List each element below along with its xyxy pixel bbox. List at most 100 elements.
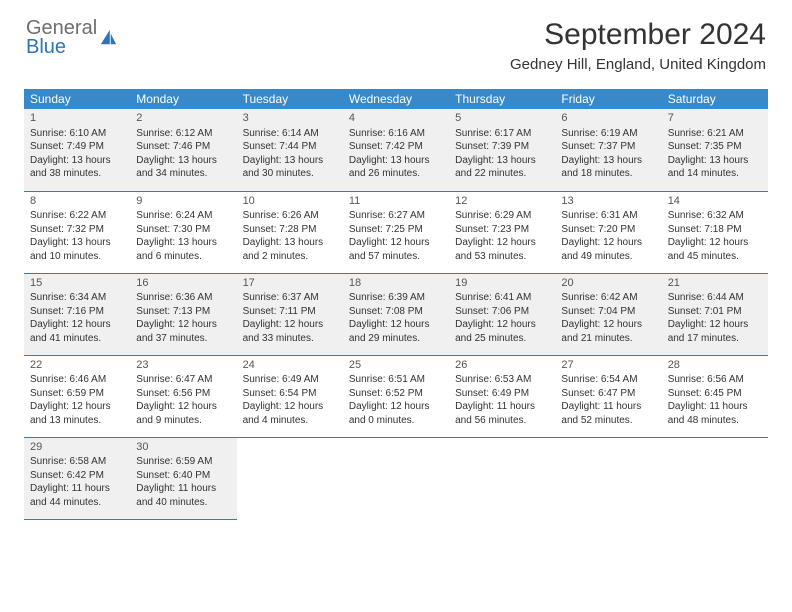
calendar-cell: 7Sunrise: 6:21 AMSunset: 7:35 PMDaylight…: [662, 109, 768, 191]
day-number: 25: [349, 358, 443, 373]
calendar-body: 1Sunrise: 6:10 AMSunset: 7:49 PMDaylight…: [24, 109, 768, 519]
calendar-cell: 16Sunrise: 6:36 AMSunset: 7:13 PMDayligh…: [130, 273, 236, 355]
calendar-cell: 30Sunrise: 6:59 AMSunset: 6:40 PMDayligh…: [130, 437, 236, 519]
daylight-line: Daylight: 13 hours and 2 minutes.: [243, 236, 337, 263]
calendar-cell: [555, 437, 661, 519]
daylight-line: Daylight: 11 hours and 48 minutes.: [668, 400, 762, 427]
day-number: 29: [30, 440, 124, 455]
sunset-line: Sunset: 7:20 PM: [561, 223, 655, 237]
daylight-line: Daylight: 12 hours and 49 minutes.: [561, 236, 655, 263]
day-number: 11: [349, 194, 443, 209]
sunrise-line: Sunrise: 6:22 AM: [30, 209, 124, 223]
weekday-monday: Monday: [130, 89, 236, 109]
calendar-cell: [237, 437, 343, 519]
daylight-line: Daylight: 12 hours and 41 minutes.: [30, 318, 124, 345]
daylight-line: Daylight: 11 hours and 40 minutes.: [136, 482, 230, 509]
sunset-line: Sunset: 7:08 PM: [349, 305, 443, 319]
sunrise-line: Sunrise: 6:46 AM: [30, 373, 124, 387]
day-number: 5: [455, 111, 549, 126]
sunset-line: Sunset: 7:49 PM: [30, 140, 124, 154]
calendar-cell: 15Sunrise: 6:34 AMSunset: 7:16 PMDayligh…: [24, 273, 130, 355]
daylight-line: Daylight: 12 hours and 53 minutes.: [455, 236, 549, 263]
calendar-cell: 8Sunrise: 6:22 AMSunset: 7:32 PMDaylight…: [24, 191, 130, 273]
daylight-line: Daylight: 12 hours and 29 minutes.: [349, 318, 443, 345]
day-number: 18: [349, 276, 443, 291]
weekday-saturday: Saturday: [662, 89, 768, 109]
day-number: 23: [136, 358, 230, 373]
day-number: 28: [668, 358, 762, 373]
logo-text-blue: Blue: [26, 37, 97, 57]
calendar-cell: 25Sunrise: 6:51 AMSunset: 6:52 PMDayligh…: [343, 355, 449, 437]
calendar-cell: 26Sunrise: 6:53 AMSunset: 6:49 PMDayligh…: [449, 355, 555, 437]
calendar-table: Sunday Monday Tuesday Wednesday Thursday…: [24, 89, 768, 520]
day-number: 22: [30, 358, 124, 373]
day-number: 24: [243, 358, 337, 373]
calendar-row: 15Sunrise: 6:34 AMSunset: 7:16 PMDayligh…: [24, 273, 768, 355]
sunset-line: Sunset: 6:52 PM: [349, 387, 443, 401]
calendar-cell: [343, 437, 449, 519]
sunset-line: Sunset: 7:42 PM: [349, 140, 443, 154]
sunrise-line: Sunrise: 6:37 AM: [243, 291, 337, 305]
daylight-line: Daylight: 12 hours and 45 minutes.: [668, 236, 762, 263]
calendar-cell: 24Sunrise: 6:49 AMSunset: 6:54 PMDayligh…: [237, 355, 343, 437]
sunrise-line: Sunrise: 6:56 AM: [668, 373, 762, 387]
sunset-line: Sunset: 7:18 PM: [668, 223, 762, 237]
calendar-cell: 2Sunrise: 6:12 AMSunset: 7:46 PMDaylight…: [130, 109, 236, 191]
sunrise-line: Sunrise: 6:16 AM: [349, 127, 443, 141]
sunset-line: Sunset: 6:40 PM: [136, 469, 230, 483]
day-number: 21: [668, 276, 762, 291]
sunset-line: Sunset: 7:01 PM: [668, 305, 762, 319]
calendar-cell: 18Sunrise: 6:39 AMSunset: 7:08 PMDayligh…: [343, 273, 449, 355]
sunrise-line: Sunrise: 6:19 AM: [561, 127, 655, 141]
day-number: 20: [561, 276, 655, 291]
sunset-line: Sunset: 7:35 PM: [668, 140, 762, 154]
calendar-cell: 27Sunrise: 6:54 AMSunset: 6:47 PMDayligh…: [555, 355, 661, 437]
sunrise-line: Sunrise: 6:53 AM: [455, 373, 549, 387]
sunset-line: Sunset: 7:11 PM: [243, 305, 337, 319]
sunrise-line: Sunrise: 6:12 AM: [136, 127, 230, 141]
calendar-cell: 10Sunrise: 6:26 AMSunset: 7:28 PMDayligh…: [237, 191, 343, 273]
calendar-cell: 5Sunrise: 6:17 AMSunset: 7:39 PMDaylight…: [449, 109, 555, 191]
sunset-line: Sunset: 7:25 PM: [349, 223, 443, 237]
calendar-cell: 20Sunrise: 6:42 AMSunset: 7:04 PMDayligh…: [555, 273, 661, 355]
sunset-line: Sunset: 7:13 PM: [136, 305, 230, 319]
weekday-header-row: Sunday Monday Tuesday Wednesday Thursday…: [24, 89, 768, 109]
daylight-line: Daylight: 12 hours and 0 minutes.: [349, 400, 443, 427]
sunset-line: Sunset: 7:44 PM: [243, 140, 337, 154]
day-number: 15: [30, 276, 124, 291]
sunrise-line: Sunrise: 6:42 AM: [561, 291, 655, 305]
sunset-line: Sunset: 7:06 PM: [455, 305, 549, 319]
sunrise-line: Sunrise: 6:36 AM: [136, 291, 230, 305]
sunrise-line: Sunrise: 6:27 AM: [349, 209, 443, 223]
day-number: 3: [243, 111, 337, 126]
sunrise-line: Sunrise: 6:10 AM: [30, 127, 124, 141]
sunset-line: Sunset: 6:49 PM: [455, 387, 549, 401]
sunrise-line: Sunrise: 6:17 AM: [455, 127, 549, 141]
sunrise-line: Sunrise: 6:59 AM: [136, 455, 230, 469]
sunset-line: Sunset: 7:30 PM: [136, 223, 230, 237]
sunset-line: Sunset: 7:28 PM: [243, 223, 337, 237]
day-number: 14: [668, 194, 762, 209]
daylight-line: Daylight: 13 hours and 6 minutes.: [136, 236, 230, 263]
daylight-line: Daylight: 12 hours and 21 minutes.: [561, 318, 655, 345]
calendar-cell: 22Sunrise: 6:46 AMSunset: 6:59 PMDayligh…: [24, 355, 130, 437]
daylight-line: Daylight: 13 hours and 18 minutes.: [561, 154, 655, 181]
day-number: 6: [561, 111, 655, 126]
location-text: Gedney Hill, England, United Kingdom: [510, 56, 766, 73]
daylight-line: Daylight: 12 hours and 37 minutes.: [136, 318, 230, 345]
sunrise-line: Sunrise: 6:32 AM: [668, 209, 762, 223]
calendar-cell: 12Sunrise: 6:29 AMSunset: 7:23 PMDayligh…: [449, 191, 555, 273]
day-number: 30: [136, 440, 230, 455]
calendar-cell: [662, 437, 768, 519]
sunrise-line: Sunrise: 6:58 AM: [30, 455, 124, 469]
calendar-cell: 3Sunrise: 6:14 AMSunset: 7:44 PMDaylight…: [237, 109, 343, 191]
daylight-line: Daylight: 13 hours and 14 minutes.: [668, 154, 762, 181]
daylight-line: Daylight: 12 hours and 57 minutes.: [349, 236, 443, 263]
day-number: 26: [455, 358, 549, 373]
daylight-line: Daylight: 13 hours and 26 minutes.: [349, 154, 443, 181]
sunrise-line: Sunrise: 6:21 AM: [668, 127, 762, 141]
calendar-row: 8Sunrise: 6:22 AMSunset: 7:32 PMDaylight…: [24, 191, 768, 273]
weekday-thursday: Thursday: [449, 89, 555, 109]
calendar-cell: [449, 437, 555, 519]
sunset-line: Sunset: 6:47 PM: [561, 387, 655, 401]
